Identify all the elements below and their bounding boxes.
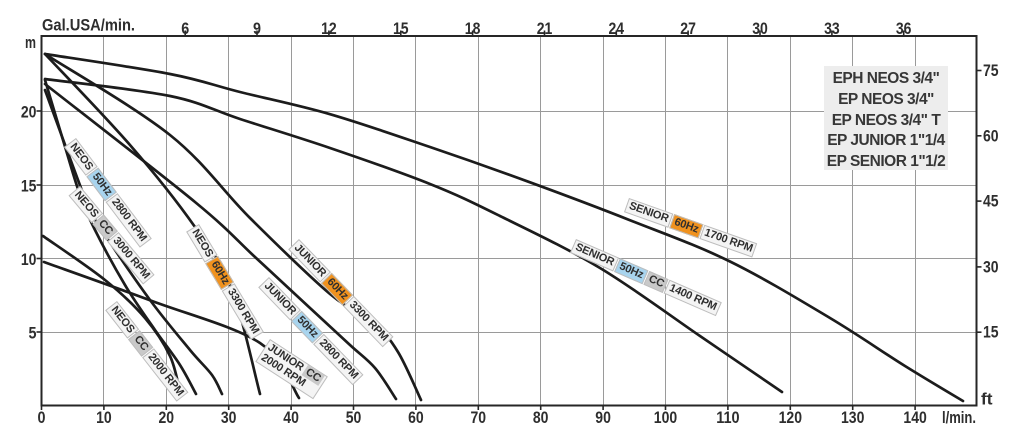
svg-text:80: 80 xyxy=(533,408,549,427)
svg-text:40: 40 xyxy=(283,408,299,427)
svg-text:130: 130 xyxy=(841,408,864,427)
svg-text:l/min.: l/min. xyxy=(942,408,976,427)
svg-text:75: 75 xyxy=(983,61,999,80)
svg-text:70: 70 xyxy=(471,408,487,427)
svg-text:60: 60 xyxy=(983,126,999,145)
svg-text:21: 21 xyxy=(537,19,553,38)
svg-text:90: 90 xyxy=(595,408,611,427)
svg-text:15: 15 xyxy=(393,19,409,38)
svg-text:110: 110 xyxy=(716,408,739,427)
svg-text:6: 6 xyxy=(181,19,189,38)
svg-text:30: 30 xyxy=(983,257,999,276)
svg-text:12: 12 xyxy=(321,19,337,38)
svg-text:20: 20 xyxy=(21,102,37,121)
svg-text:m: m xyxy=(25,33,36,52)
svg-text:100: 100 xyxy=(654,408,677,427)
svg-text:140: 140 xyxy=(903,408,926,427)
svg-text:15: 15 xyxy=(21,176,37,195)
svg-text:50: 50 xyxy=(346,408,362,427)
svg-text:18: 18 xyxy=(465,19,481,38)
svg-text:120: 120 xyxy=(779,408,802,427)
svg-text:45: 45 xyxy=(983,192,999,211)
svg-text:10: 10 xyxy=(21,250,37,269)
svg-text:30: 30 xyxy=(752,19,768,38)
svg-text:24: 24 xyxy=(609,19,625,38)
svg-text:60: 60 xyxy=(408,408,424,427)
svg-text:Gal.USA/min.: Gal.USA/min. xyxy=(42,16,135,35)
svg-text:33: 33 xyxy=(824,19,840,38)
svg-text:30: 30 xyxy=(221,408,237,427)
svg-text:5: 5 xyxy=(29,323,37,342)
svg-text:36: 36 xyxy=(896,19,912,38)
svg-text:20: 20 xyxy=(159,408,175,427)
svg-text:27: 27 xyxy=(680,19,696,38)
svg-text:0: 0 xyxy=(38,408,46,427)
svg-text:10: 10 xyxy=(96,408,112,427)
svg-text:ft: ft xyxy=(981,390,993,409)
svg-text:9: 9 xyxy=(253,19,261,38)
svg-text:15: 15 xyxy=(983,323,999,342)
